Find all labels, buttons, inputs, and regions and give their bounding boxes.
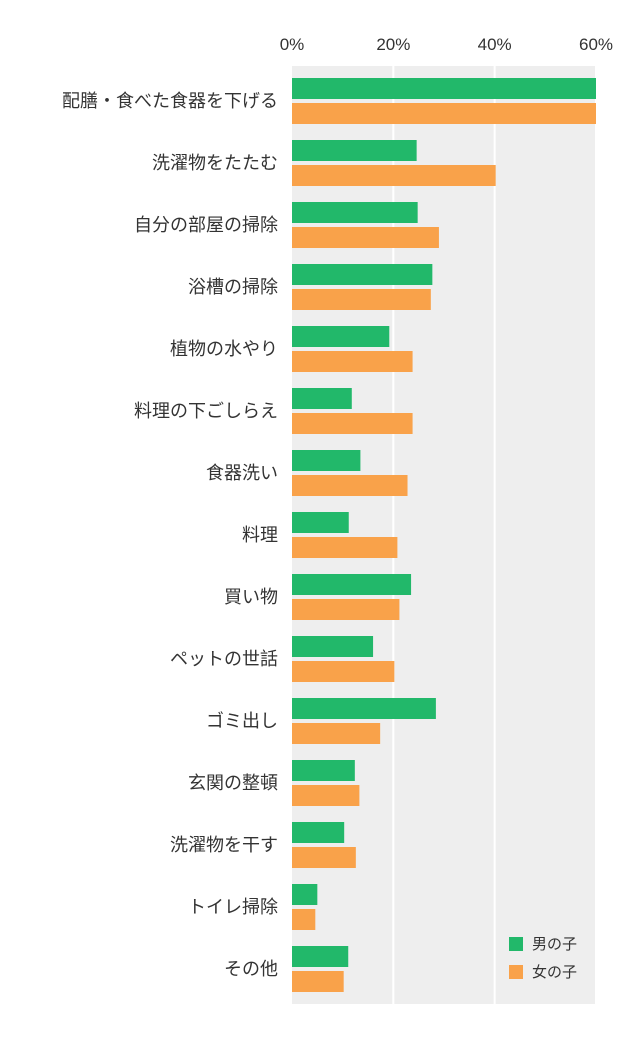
bar-boys [292, 698, 436, 719]
bar-girls [292, 661, 395, 682]
category-label: 料理 [242, 525, 278, 546]
bar-girls [292, 909, 316, 930]
legend-swatch [509, 965, 523, 979]
category-label: 食器洗い [206, 463, 278, 484]
category-label: 料理の下ごしらえ [134, 401, 278, 422]
category-label: 洗濯物をたたむ [152, 153, 278, 174]
category-label: 洗濯物を干す [170, 835, 278, 856]
x-tick-label: 0% [280, 35, 305, 54]
category-label: トイレ掃除 [188, 897, 278, 918]
bar-girls [292, 289, 431, 310]
bar-girls [292, 103, 596, 124]
category-label: 玄関の整頓 [188, 773, 278, 794]
category-label: その他 [224, 959, 278, 980]
bar-boys [292, 636, 374, 657]
bar-boys [292, 884, 318, 905]
category-label: 買い物 [224, 587, 278, 608]
bar-boys [292, 574, 412, 595]
bar-girls [292, 847, 356, 868]
bar-girls [292, 475, 408, 496]
bar-girls [292, 971, 344, 992]
bar-boys [292, 388, 352, 409]
legend-label: 男の子 [532, 935, 577, 953]
x-tick-label: 60% [579, 35, 613, 54]
category-label: ペットの世話 [170, 649, 278, 670]
legend-swatch [509, 937, 523, 951]
bar-girls [292, 165, 496, 186]
bar-boys [292, 760, 355, 781]
bar-boys [292, 512, 349, 533]
bar-boys [292, 78, 596, 99]
bar-girls [292, 537, 398, 558]
bar-girls [292, 413, 413, 434]
category-label: 自分の部屋の掃除 [134, 215, 278, 236]
bar-boys [292, 326, 390, 347]
bar-boys [292, 822, 345, 843]
category-label: 浴槽の掃除 [188, 277, 278, 298]
bar-boys [292, 946, 349, 967]
x-tick-label: 40% [478, 35, 512, 54]
bar-boys [292, 140, 417, 161]
bar-boys [292, 450, 361, 471]
bar-girls [292, 723, 381, 744]
bar-boys [292, 264, 433, 285]
bar-girls [292, 599, 400, 620]
bar-girls [292, 351, 413, 372]
category-label: 配膳・食べた食器を下げる [62, 91, 278, 112]
category-label: 植物の水やり [170, 339, 278, 360]
x-tick-label: 20% [376, 35, 410, 54]
bar-boys [292, 202, 418, 223]
legend-label: 女の子 [532, 963, 577, 981]
bar-girls [292, 227, 439, 248]
category-label: ゴミ出し [206, 711, 278, 732]
bar-girls [292, 785, 360, 806]
